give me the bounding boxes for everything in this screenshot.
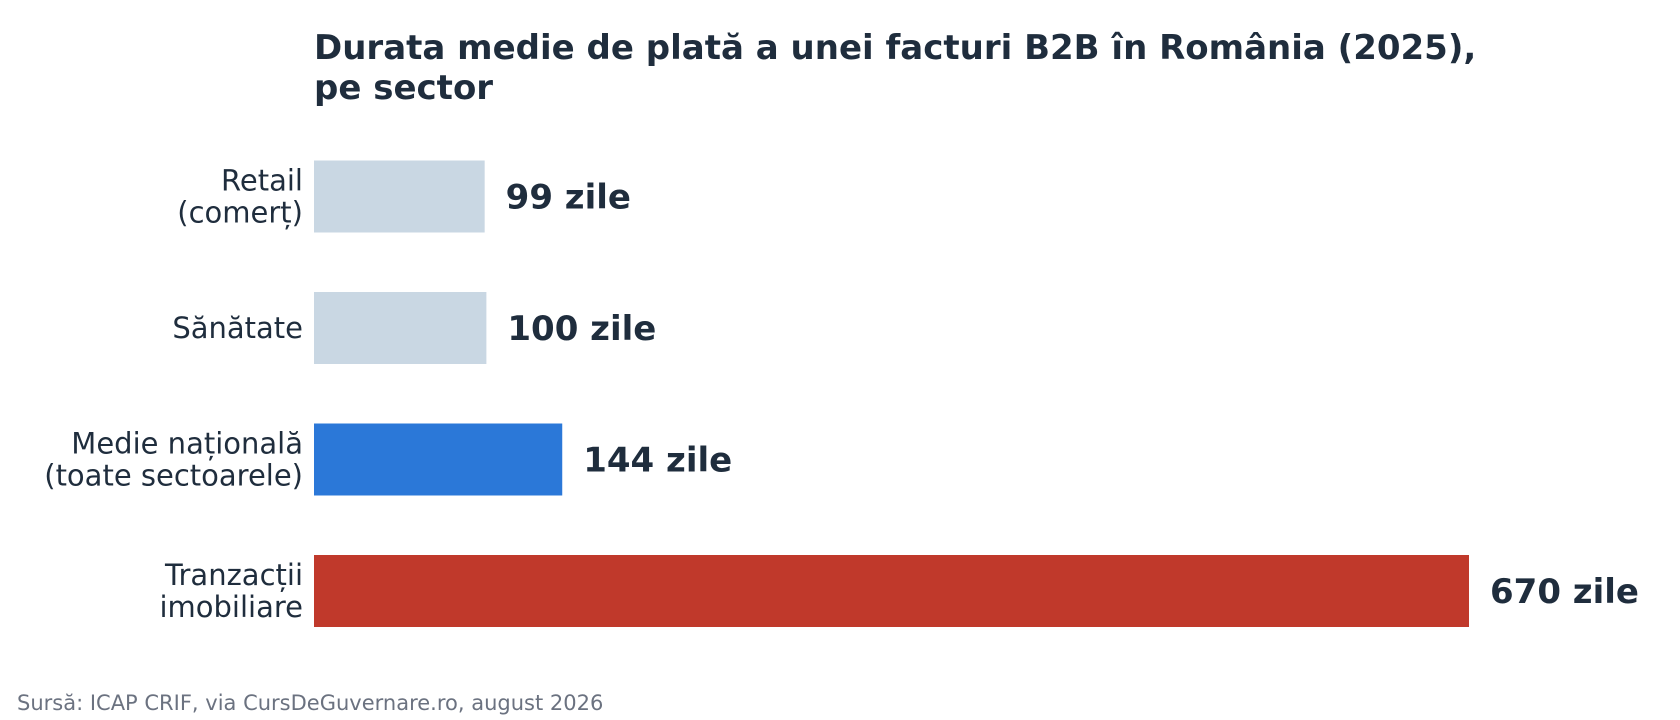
value-label-1: 99 zile [506, 178, 631, 218]
category-labels: Retail(comerț) Sănătate Medie națională(to… [44, 164, 303, 625]
category-label-4-line-2: imobiliare [159, 590, 303, 624]
bar-2 [314, 292, 487, 364]
category-label-4-line-1: Tranzacții [164, 558, 303, 592]
bar-4 [314, 555, 1469, 627]
category-label-1-line-1: Retail [221, 164, 303, 198]
chart-title-line-2: pe sector [314, 68, 493, 108]
chart-title: Durata medie de plată a unei facturi B2B… [314, 28, 1476, 108]
category-label-3-line-2: (toate sectoarele) [44, 459, 303, 493]
bars [314, 160, 1469, 627]
category-label-1-line-2: (comerț) [177, 196, 303, 230]
category-label-3-line-1: Medie națională [71, 427, 303, 461]
value-label-4: 670 zile [1490, 572, 1639, 612]
chart-title-line-1: Durata medie de plată a unei facturi B2B… [314, 28, 1476, 68]
bar-1 [314, 160, 485, 233]
source-note: Sursă: ICAP CRIF, via CursDeGuvernare.ro… [17, 691, 603, 715]
value-labels: 99 zile 100 zile 144 zile 670 zile [506, 178, 1639, 613]
bar-3 [314, 423, 563, 496]
value-label-3: 144 zile [583, 441, 732, 481]
value-label-2: 100 zile [507, 309, 656, 349]
category-label-2-line-1: Sănătate [172, 311, 303, 345]
